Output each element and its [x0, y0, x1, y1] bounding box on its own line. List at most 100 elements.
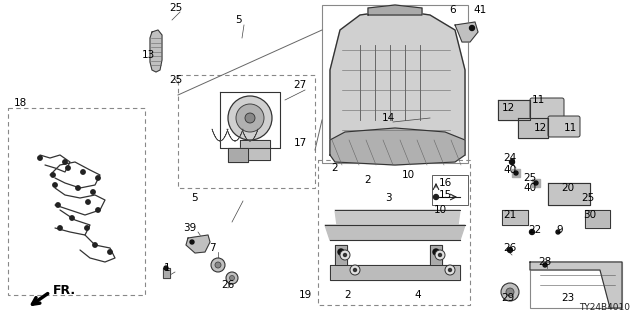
Text: 23: 23: [561, 293, 575, 303]
Circle shape: [230, 276, 234, 281]
Circle shape: [86, 200, 90, 204]
Text: 5: 5: [192, 193, 198, 203]
Circle shape: [350, 265, 360, 275]
Circle shape: [228, 96, 272, 140]
Circle shape: [344, 253, 346, 257]
Circle shape: [108, 250, 112, 254]
Text: 2: 2: [332, 163, 339, 173]
Circle shape: [81, 170, 85, 174]
Text: 25: 25: [170, 75, 182, 85]
Text: 11: 11: [531, 95, 545, 105]
Polygon shape: [150, 30, 162, 72]
Circle shape: [38, 156, 42, 160]
Circle shape: [56, 203, 60, 207]
Text: 17: 17: [293, 138, 307, 148]
Text: 25: 25: [170, 3, 182, 13]
Text: 14: 14: [381, 113, 395, 123]
Circle shape: [84, 226, 89, 230]
Circle shape: [509, 159, 515, 164]
Circle shape: [353, 268, 356, 271]
Circle shape: [96, 176, 100, 180]
Circle shape: [66, 166, 70, 170]
Polygon shape: [430, 245, 442, 265]
Text: 10: 10: [433, 205, 447, 215]
Text: 5: 5: [235, 15, 241, 25]
Text: 4: 4: [415, 290, 421, 300]
Circle shape: [58, 226, 62, 230]
Circle shape: [96, 208, 100, 212]
Circle shape: [514, 171, 518, 175]
Circle shape: [508, 247, 513, 252]
Polygon shape: [455, 22, 478, 42]
Text: 30: 30: [584, 210, 596, 220]
Text: 39: 39: [184, 223, 196, 233]
Text: 22: 22: [529, 225, 541, 235]
Circle shape: [501, 283, 519, 301]
Polygon shape: [240, 140, 270, 160]
Polygon shape: [518, 118, 548, 138]
Circle shape: [76, 186, 80, 190]
Bar: [178, 75, 315, 188]
Text: 2: 2: [345, 290, 351, 300]
Polygon shape: [530, 262, 622, 308]
Polygon shape: [163, 268, 170, 278]
Polygon shape: [548, 183, 590, 205]
Text: 3: 3: [385, 193, 391, 203]
Circle shape: [236, 104, 264, 132]
Text: 19: 19: [298, 290, 312, 300]
Polygon shape: [585, 210, 610, 228]
Circle shape: [93, 243, 97, 247]
Circle shape: [445, 265, 455, 275]
Polygon shape: [335, 245, 347, 265]
Circle shape: [534, 181, 538, 185]
Polygon shape: [330, 265, 460, 280]
Text: 1: 1: [164, 263, 170, 273]
Circle shape: [470, 26, 474, 30]
Text: 10: 10: [401, 170, 415, 180]
Text: 27: 27: [293, 80, 307, 90]
Text: FR.: FR.: [53, 284, 76, 297]
Text: 16: 16: [438, 178, 452, 188]
Circle shape: [63, 160, 67, 164]
Circle shape: [340, 250, 350, 260]
Polygon shape: [325, 225, 465, 240]
Text: 15: 15: [438, 190, 452, 200]
FancyBboxPatch shape: [548, 116, 580, 137]
Circle shape: [226, 272, 238, 284]
Text: 41: 41: [474, 5, 486, 15]
Circle shape: [543, 263, 547, 267]
Bar: [8, 108, 145, 295]
Bar: [432, 175, 468, 205]
Text: 11: 11: [563, 123, 577, 133]
Circle shape: [51, 173, 55, 177]
Text: 12: 12: [501, 103, 515, 113]
Text: 29: 29: [501, 293, 515, 303]
Circle shape: [435, 250, 445, 260]
Circle shape: [433, 195, 438, 199]
Circle shape: [438, 253, 442, 257]
Text: 40: 40: [504, 165, 516, 175]
FancyBboxPatch shape: [530, 98, 564, 120]
Bar: [530, 262, 622, 308]
Circle shape: [556, 230, 560, 234]
Polygon shape: [512, 169, 520, 177]
Text: TY24B4010: TY24B4010: [579, 303, 630, 312]
Circle shape: [433, 249, 439, 255]
Text: 26: 26: [221, 280, 235, 290]
Circle shape: [449, 268, 451, 271]
Text: 20: 20: [561, 183, 575, 193]
Polygon shape: [228, 148, 248, 162]
Text: 9: 9: [557, 225, 563, 235]
Circle shape: [211, 258, 225, 272]
Text: 40: 40: [524, 183, 536, 193]
Circle shape: [70, 216, 74, 220]
Polygon shape: [502, 210, 528, 225]
Circle shape: [338, 249, 344, 255]
Text: 25: 25: [524, 173, 536, 183]
Text: 26: 26: [504, 243, 516, 253]
Circle shape: [190, 240, 194, 244]
Circle shape: [506, 288, 514, 296]
Text: 24: 24: [504, 153, 516, 163]
Circle shape: [52, 183, 57, 187]
Text: 12: 12: [533, 123, 547, 133]
